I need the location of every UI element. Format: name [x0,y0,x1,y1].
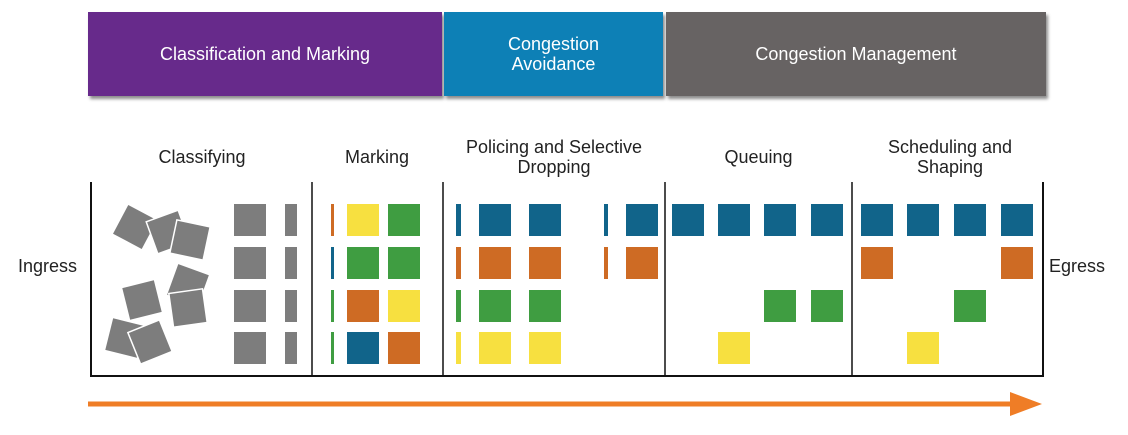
packet-edge [456,332,461,364]
packet-policed [479,247,511,279]
packet-scheduled [907,204,939,236]
packet-policed [479,290,511,322]
flow-arrow-head [1010,392,1042,416]
packet-unclassified [167,287,209,329]
packet-gray [234,332,266,364]
packet-edge [456,290,461,322]
packet-queued [672,204,704,236]
packet-policed [529,290,561,322]
packet-queued [811,290,843,322]
packet-marked [388,290,420,322]
band-congestion-avoidance: Congestion Avoidance [444,12,663,96]
packet-marked [347,247,379,279]
packet-gray [234,204,266,236]
stage-title-policing: Policing and Selective Dropping [465,137,643,177]
packet-edge [331,332,334,364]
packet-queued [718,332,750,364]
ingress-label: Ingress [18,256,78,276]
packet-gray-edge [285,204,297,236]
stage-title-scheduling: Scheduling and Shaping [887,137,1013,177]
packet-edge [456,247,461,279]
packet-gray [234,290,266,322]
band-classification-marking: Classification and Marking [88,12,442,96]
packet-unclassified [120,278,164,322]
packet-queued [764,290,796,322]
packet-edge [331,204,334,236]
band-label: Classification and Marking [159,44,371,64]
packet-scheduled [954,204,986,236]
packet-marked [388,204,420,236]
packet-scheduled [954,290,986,322]
packet-marked [347,332,379,364]
stage-title-marking: Marking [344,147,410,167]
packet-unclassified [168,218,212,262]
packet-policed [626,247,658,279]
packet-unclassified [110,202,160,252]
band-congestion-management: Congestion Management [666,12,1046,96]
egress-label: Egress [1049,256,1106,276]
packet-queued [718,204,750,236]
packet-policed [529,204,561,236]
packet-policed [529,247,561,279]
packet-marked [388,332,420,364]
packet-queued [764,204,796,236]
packet-scheduled [1001,204,1033,236]
packet-marked [347,290,379,322]
band-label: Congestion Management [755,44,957,64]
packet-gray-edge [285,332,297,364]
packet-gray-edge [285,290,297,322]
packet-scheduled [1001,247,1033,279]
packet-edge [331,290,334,322]
packet-marked [347,204,379,236]
packet-policed [479,204,511,236]
packet-scheduled [861,204,893,236]
packet-policed [626,204,658,236]
packet-policed [479,332,511,364]
packet-queued [811,204,843,236]
packet-policed [529,332,561,364]
packet-scheduled [861,247,893,279]
stage-title-classifying: Classifying [158,147,246,167]
stage-title-queuing: Queuing [724,147,793,167]
band-label: Congestion Avoidance [507,34,600,74]
packet-gray [234,247,266,279]
packet-gray-edge [285,247,297,279]
packet-edge [331,247,334,279]
packet-unclassified [126,318,174,366]
packet-edge [604,204,608,236]
packet-edge [604,247,608,279]
packet-edge [456,204,461,236]
packet-marked [388,247,420,279]
packet-scheduled [907,332,939,364]
